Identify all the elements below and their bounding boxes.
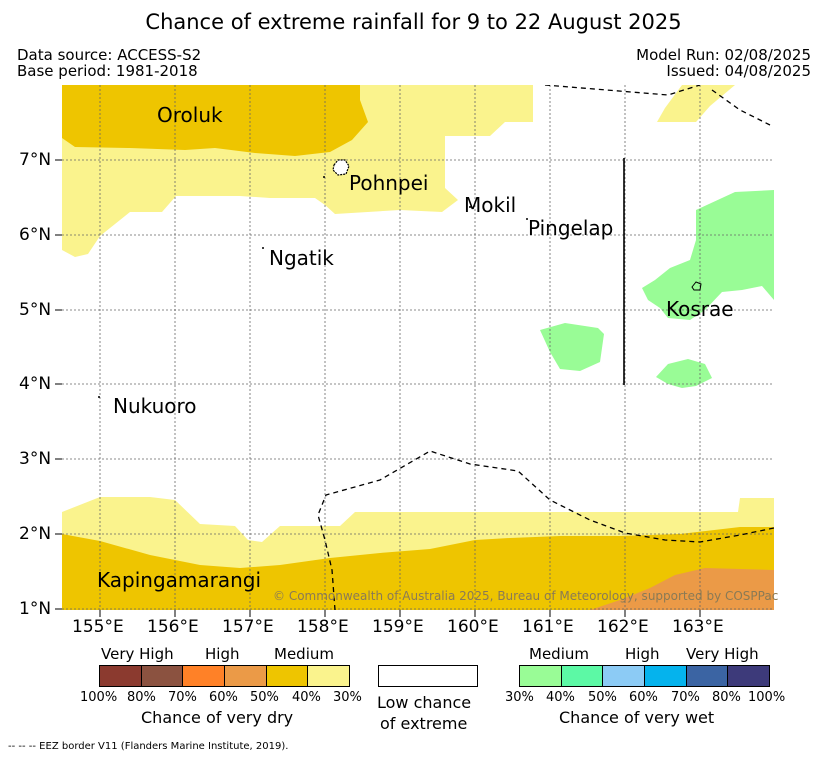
dry-legend-very-high-label: Very High	[101, 645, 174, 663]
place-label-kosrae: Kosrae	[666, 297, 734, 321]
lat-tick-label: 2°N	[19, 524, 52, 544]
eez-border-footnote: -- -- -- EEZ border V11 (Flanders Marine…	[8, 741, 289, 752]
lat-tick-label: 5°N	[19, 300, 52, 320]
mokil-island-marker	[469, 206, 471, 208]
lon-tick-label: 155°E	[72, 617, 124, 637]
dry-legend-title: Chance of very dry	[141, 708, 294, 727]
dry-colorbar-swatch-2	[182, 665, 225, 687]
wet-colorbar-swatch-4	[685, 665, 729, 687]
lat-tick-label: 3°N	[19, 449, 52, 469]
wet-colorbar-swatch-0	[519, 665, 562, 687]
wet-medium-region-south-1	[540, 323, 604, 371]
kosrae-island-outline	[691, 281, 702, 291]
place-label-pingelap: Pingelap	[528, 216, 614, 240]
wet-medium-region-south-2	[656, 359, 712, 388]
dry-legend-medium-label: Medium	[274, 645, 334, 663]
lon-tick-label: 163°E	[672, 617, 724, 637]
wet-percent-label: 30%	[505, 690, 534, 705]
issued-label: Issued: 04/08/2025	[666, 62, 811, 80]
gridlines	[62, 85, 774, 610]
wet-percent-label: 50%	[588, 690, 617, 705]
place-label-oroluk: Oroluk	[157, 103, 223, 127]
wet-legend-medium-label: Medium	[529, 645, 589, 663]
wet-legend-title: Chance of very wet	[559, 708, 715, 727]
wet-legend-high-label: High	[625, 645, 660, 663]
map-title: Chance of extreme rainfall for 9 to 22 A…	[145, 10, 682, 34]
lon-tick-label: 158°E	[297, 617, 349, 637]
nukuoro-island-marker	[98, 396, 100, 398]
wet-colorbar	[519, 665, 770, 687]
wet-percent-label: 80%	[712, 690, 741, 705]
wet-medium-region-kosrae	[642, 190, 774, 320]
oroluk-island-marker	[323, 176, 325, 178]
dry-colorbar	[99, 665, 350, 687]
dry-colorbar-swatch-5	[307, 665, 350, 687]
place-label-mokil: Mokil	[464, 193, 517, 217]
wet-colorbar-swatch-5	[727, 665, 770, 687]
place-label-ngatik: Ngatik	[269, 246, 334, 270]
wet-colorbar-swatch-2	[602, 665, 645, 687]
dry-colorbar-swatch-3	[224, 665, 267, 687]
wet-percent-label: 70%	[671, 690, 700, 705]
lat-tick-label: 6°N	[19, 225, 52, 245]
dry-percent-label: 80%	[127, 690, 156, 705]
lat-tick-label: 7°N	[19, 150, 52, 170]
lon-tick-label: 159°E	[372, 617, 424, 637]
low-chance-swatch	[378, 665, 478, 687]
base-period-label: Base period: 1981-2018	[17, 62, 198, 80]
model-run-label: Model Run: 02/08/2025	[636, 46, 811, 64]
dry-percent-label: 100%	[80, 690, 118, 705]
dry-colorbar-swatch-1	[140, 665, 184, 687]
wet-percent-label: 100%	[748, 690, 786, 705]
dry-medium-40-region-north	[62, 85, 368, 156]
dry-colorbar-swatch-0	[99, 665, 142, 687]
place-label-nukuoro: Nukuoro	[113, 394, 197, 418]
data-source-label: Data source: ACCESS-S2	[17, 46, 202, 64]
low-chance-title-line1: Low chance	[377, 693, 472, 712]
dry-medium-40-region-south	[62, 527, 774, 610]
wet-colorbar-swatch-3	[644, 665, 687, 687]
low-chance-title-line2: of extreme	[380, 714, 468, 733]
ngatik-island-marker	[262, 247, 264, 249]
dry-legend-high-label: High	[205, 645, 240, 663]
place-label-kapingamarangi: Kapingamarangi	[97, 568, 262, 592]
axis-ticks	[55, 159, 701, 617]
lon-tick-label: 157°E	[222, 617, 274, 637]
place-label-pohnpei: Pohnpei	[349, 171, 429, 195]
pingelap-island-marker	[526, 218, 528, 220]
dry-colorbar-swatch-4	[265, 665, 309, 687]
lon-tick-label: 161°E	[522, 617, 574, 637]
copyright-notice: © Commonwealth of Australia 2025, Bureau…	[273, 589, 779, 603]
lon-tick-label: 160°E	[447, 617, 499, 637]
dry-medium-30-region-northeast	[657, 85, 735, 122]
wet-colorbar-swatch-1	[560, 665, 604, 687]
eez-border-lines	[317, 85, 774, 610]
lon-tick-label: 156°E	[147, 617, 199, 637]
dry-percent-label: 40%	[292, 690, 321, 705]
lon-tick-label: 162°E	[597, 617, 649, 637]
wet-percent-label: 60%	[629, 690, 658, 705]
dry-percent-label: 70%	[168, 690, 197, 705]
dry-percent-label: 30%	[333, 690, 362, 705]
lat-tick-label: 1°N	[19, 599, 52, 619]
dry-percent-label: 60%	[209, 690, 238, 705]
lat-tick-label: 4°N	[19, 374, 52, 394]
dry-percent-label: 50%	[250, 690, 279, 705]
pohnpei-island-outline	[332, 159, 350, 176]
wet-legend-very-high-label: Very High	[686, 645, 759, 663]
dry-high-50-region-southeast	[590, 568, 774, 610]
wet-percent-label: 40%	[546, 690, 575, 705]
